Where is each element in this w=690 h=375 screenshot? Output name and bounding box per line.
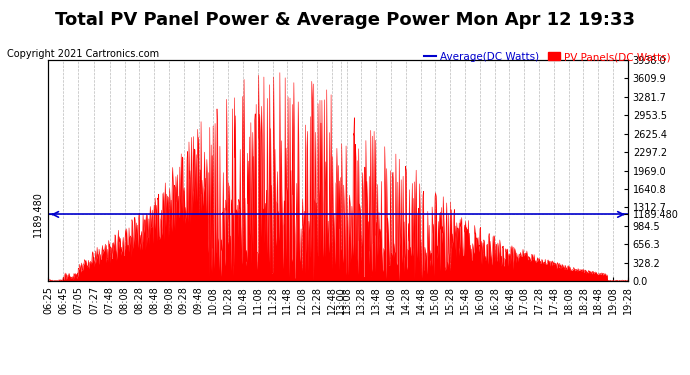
Legend: Average(DC Watts), PV Panels(DC Watts): Average(DC Watts), PV Panels(DC Watts)	[424, 52, 671, 62]
Text: Copyright 2021 Cartronics.com: Copyright 2021 Cartronics.com	[7, 49, 159, 59]
Text: Total PV Panel Power & Average Power Mon Apr 12 19:33: Total PV Panel Power & Average Power Mon…	[55, 11, 635, 29]
